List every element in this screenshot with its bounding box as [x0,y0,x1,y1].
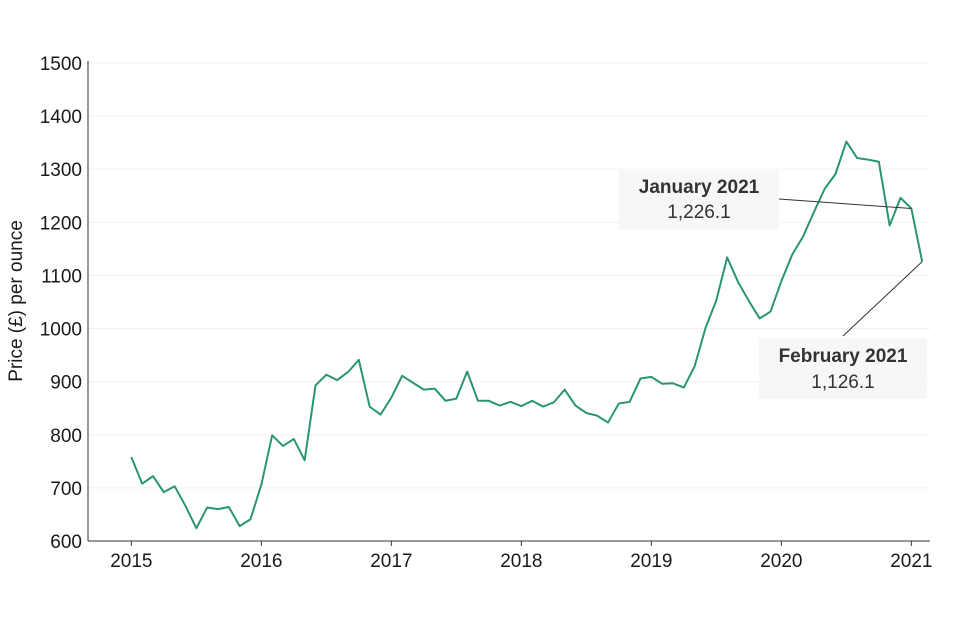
y-tick-label: 1000 [40,320,82,341]
x-tick-label: 2019 [630,551,672,572]
annotation-leader-line [842,261,923,337]
annotation-value: 1,126.1 [811,372,874,393]
x-tick-label: 2017 [370,551,412,572]
x-tick-label: 2015 [110,551,152,572]
annotation-callout: January 2021 1,226.1 [619,171,912,230]
y-tick-label: 600 [50,532,82,553]
annotation-title: January 2021 [639,177,760,198]
x-tick-label: 2016 [240,551,282,572]
annotation-callout: February 2021 1,126.1 [759,261,927,399]
axes: 600 700 800 900 1000 1100 1200 1300 1400 1500 2015… [40,54,933,572]
annotation-leader-line [778,198,912,209]
annotation-value: 1,226.1 [667,202,730,223]
x-tick-label: 2018 [500,551,542,572]
annotation-title: February 2021 [779,346,908,367]
x-tick-label: 2020 [760,551,802,572]
y-tick-label: 1100 [41,266,82,287]
y-tick-label: 1500 [40,54,82,75]
gridlines [88,62,930,542]
y-tick-label: 700 [50,479,82,500]
annotations: January 2021 1,226.1 February 2021 1,126.1 [619,171,927,399]
annotation-box [619,171,779,230]
annotation-box [759,338,927,399]
y-tick-label: 1400 [40,107,82,128]
y-tick-label: 1300 [40,160,82,181]
y-tick-label: 800 [50,426,82,447]
price-series-line [130,140,924,530]
y-tick-label: 1200 [40,213,82,234]
series-layer [130,140,924,530]
y-axis-title: Price (£) per ounce [6,220,27,382]
x-tick-label: 2021 [890,551,932,572]
y-tick-label: 900 [50,373,82,394]
